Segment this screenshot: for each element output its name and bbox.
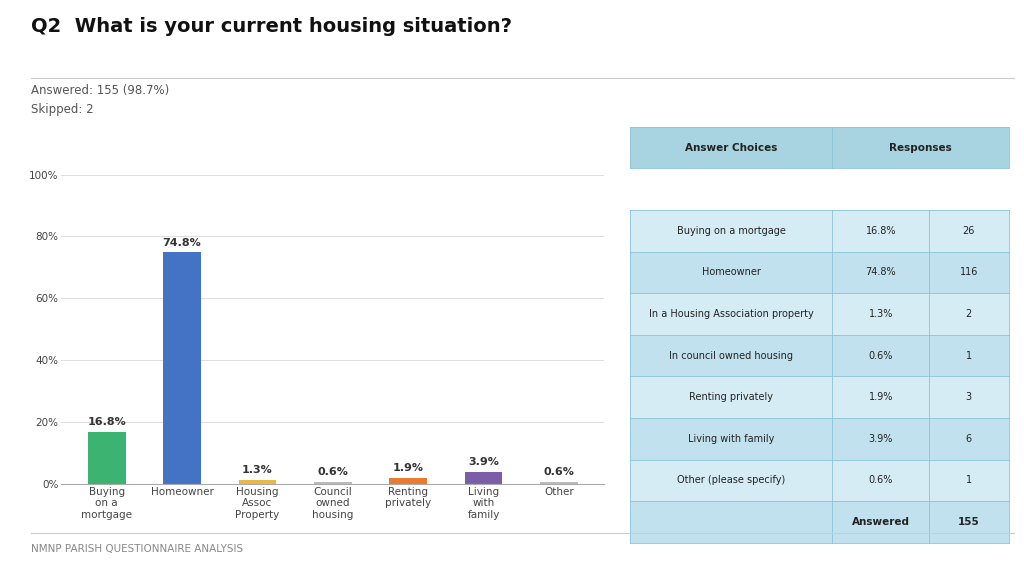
Text: 3.9%: 3.9% — [468, 457, 499, 467]
Text: 116: 116 — [959, 267, 978, 277]
Text: 26: 26 — [963, 226, 975, 236]
Text: In council owned housing: In council owned housing — [669, 351, 794, 361]
Bar — [88, 432, 126, 484]
Text: 74.8%: 74.8% — [865, 267, 896, 277]
Text: 74.8%: 74.8% — [163, 238, 202, 248]
Text: Homeowner: Homeowner — [701, 267, 761, 277]
Text: 1.9%: 1.9% — [868, 392, 893, 402]
Text: 16.8%: 16.8% — [865, 226, 896, 236]
Bar — [163, 252, 201, 484]
Text: Responses: Responses — [889, 142, 952, 153]
Text: NMNP PARISH QUESTIONNAIRE ANALYSIS: NMNP PARISH QUESTIONNAIRE ANALYSIS — [31, 544, 243, 554]
Text: Answered: Answered — [852, 517, 909, 527]
Text: Living with family: Living with family — [688, 434, 774, 444]
Text: Answered: 155 (98.7%): Answered: 155 (98.7%) — [31, 84, 169, 97]
Text: 0.6%: 0.6% — [868, 475, 893, 486]
Text: 1: 1 — [966, 475, 972, 486]
Text: Other (please specify): Other (please specify) — [677, 475, 785, 486]
Text: 155: 155 — [958, 517, 980, 527]
Bar — [540, 482, 578, 484]
Text: 1: 1 — [966, 351, 972, 361]
Bar — [239, 480, 276, 484]
Text: 2: 2 — [966, 309, 972, 319]
Bar — [389, 478, 427, 484]
Text: 1.9%: 1.9% — [392, 463, 424, 473]
Bar — [314, 482, 351, 484]
Text: 1.3%: 1.3% — [868, 309, 893, 319]
Text: Renting privately: Renting privately — [689, 392, 773, 402]
Text: 1.3%: 1.3% — [242, 465, 272, 475]
Text: Q2  What is your current housing situation?: Q2 What is your current housing situatio… — [31, 17, 512, 36]
Text: 0.6%: 0.6% — [544, 467, 574, 478]
Bar — [465, 472, 503, 484]
Text: 3: 3 — [966, 392, 972, 402]
Text: 16.8%: 16.8% — [87, 417, 126, 427]
Text: In a Housing Association property: In a Housing Association property — [649, 309, 813, 319]
Text: 6: 6 — [966, 434, 972, 444]
Text: 3.9%: 3.9% — [868, 434, 893, 444]
Text: 0.6%: 0.6% — [317, 467, 348, 478]
Text: Answer Choices: Answer Choices — [685, 142, 777, 153]
Text: Buying on a mortgage: Buying on a mortgage — [677, 226, 785, 236]
Text: 0.6%: 0.6% — [868, 351, 893, 361]
Text: Skipped: 2: Skipped: 2 — [31, 103, 93, 116]
